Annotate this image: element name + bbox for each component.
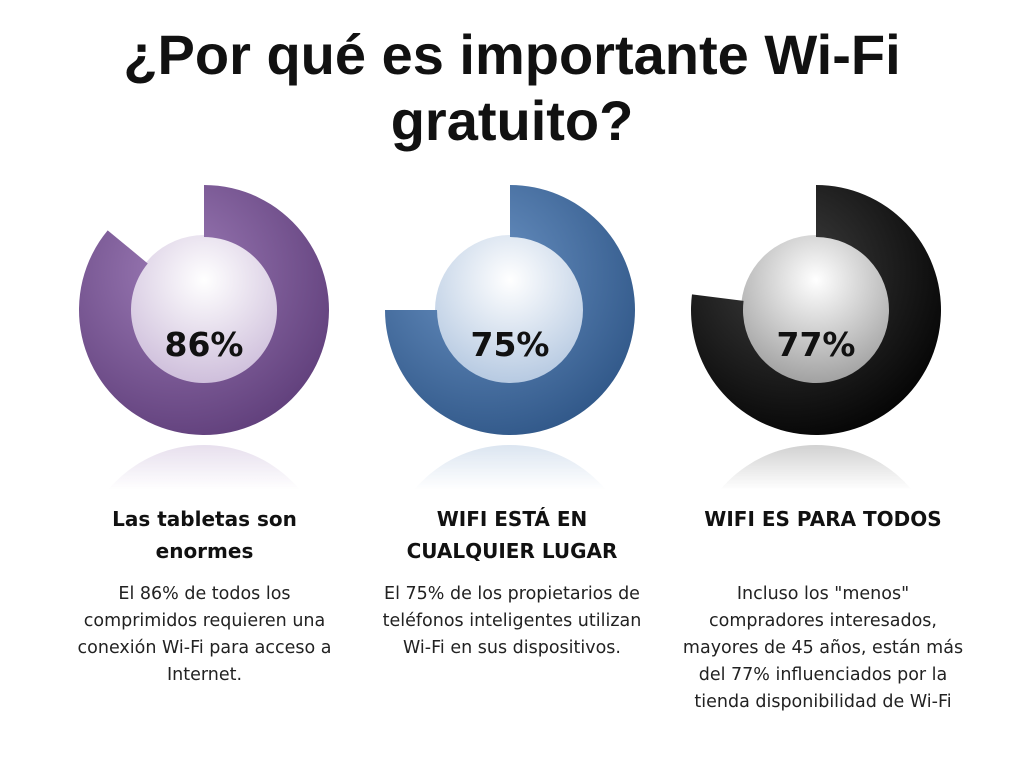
donut-inner-disc [129, 235, 279, 385]
page-title: ¿Por qué es importante Wi-Fi gratuito? [0, 22, 1024, 154]
column-everywhere: WIFI ESTÁ EN CUALQUIER LUGAR El 75% de l… [382, 503, 642, 662]
column-everyone: WIFI ES PARA TODOS Incluso los "menos" c… [678, 503, 968, 716]
donut-reflection [79, 445, 329, 695]
column-heading: WIFI ESTÁ EN CUALQUIER LUGAR [406, 507, 618, 563]
column-tablets: Las tabletas son enormes El 86% de todos… [62, 503, 347, 689]
donut-inner-disc [435, 235, 585, 385]
title-line-1: ¿Por qué es importante Wi-Fi [123, 23, 901, 86]
donut-reflection [691, 445, 941, 695]
donut-slice [79, 185, 329, 435]
donut-reflection [385, 445, 635, 695]
donut-inner-disc [741, 235, 891, 385]
donut-chart-everywhere: 75% [385, 185, 635, 695]
donut-chart-tablets: 86% [79, 185, 329, 695]
column-heading: WIFI ES PARA TODOS [704, 507, 942, 531]
donut-percent-label: 75% [471, 325, 550, 364]
donut-slice [691, 185, 941, 436]
column-body: El 86% de todos los comprimidos requiere… [77, 584, 332, 685]
donut-percent-label: 86% [165, 325, 244, 364]
column-body: Incluso los "menos" compradores interesa… [682, 584, 964, 712]
donut-percent-label: 77% [777, 325, 856, 364]
donut-chart-everyone: 77% [691, 185, 941, 695]
column-heading: Las tabletas son enormes [112, 507, 297, 563]
column-body: El 75% de los propietarios de teléfonos … [382, 584, 642, 658]
donut-slice [385, 185, 635, 435]
title-line-2: gratuito? [390, 89, 634, 152]
